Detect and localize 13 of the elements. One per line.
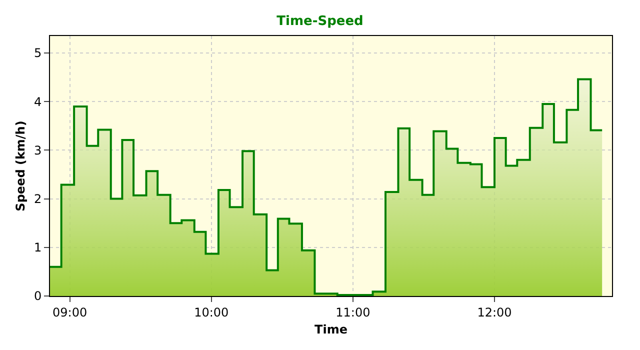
y-tick-label: 0	[34, 289, 42, 304]
x-axis-title: Time	[314, 322, 348, 336]
y-tick-label: 4	[34, 94, 42, 109]
x-tick-label: 12:00	[477, 305, 512, 320]
y-axis-title: Speed (km/h)	[13, 120, 28, 212]
y-tick-label: 5	[34, 46, 42, 60]
y-tick-label: 1	[34, 240, 42, 255]
x-tick-label: 09:00	[52, 305, 88, 320]
chart-title: Time-Speed	[276, 14, 364, 29]
y-tick-label: 2	[34, 192, 42, 206]
y-tick-label: 3	[34, 143, 42, 158]
x-tick-label: 11:00	[336, 305, 370, 320]
x-tick-label: 10:00	[194, 305, 229, 320]
